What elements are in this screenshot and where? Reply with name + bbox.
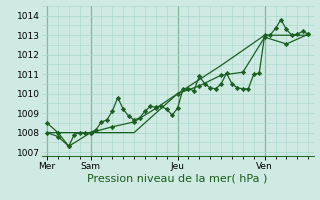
X-axis label: Pression niveau de la mer( hPa ): Pression niveau de la mer( hPa ) (87, 173, 268, 183)
